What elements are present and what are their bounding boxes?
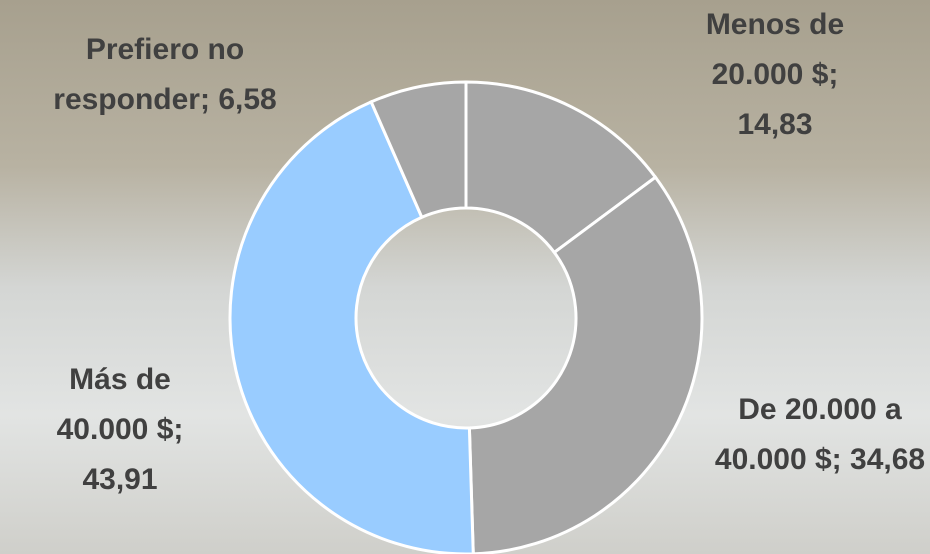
separator: ; <box>173 413 184 446</box>
data-label: Prefiero no responder; 6,58 <box>20 25 310 125</box>
separator: ; <box>828 58 839 91</box>
value-label: 34,68 <box>850 443 926 476</box>
category-label: Prefiero no responder <box>53 33 245 116</box>
value-label: 43,91 <box>82 463 158 496</box>
data-label: De 20.000 a 40.000 $; 34,68 <box>710 385 930 485</box>
donut-slice <box>464 80 658 255</box>
category-label: De 20.000 a 40.000 $ <box>714 393 902 476</box>
donut-slice <box>228 99 475 554</box>
category-label: Más de 40.000 $ <box>56 363 174 446</box>
separator: ; <box>199 83 210 116</box>
category-label: Menos de 20.000 $ <box>705 8 845 91</box>
separator: ; <box>831 443 842 476</box>
data-label: Menos de 20.000 $; 14,83 <box>675 0 875 150</box>
data-label: Más de 40.000 $; 43,91 <box>20 355 220 505</box>
value-label: 14,83 <box>737 108 813 141</box>
donut-slice <box>369 80 468 220</box>
donut-slice <box>467 175 704 554</box>
value-label: 6,58 <box>218 83 277 116</box>
